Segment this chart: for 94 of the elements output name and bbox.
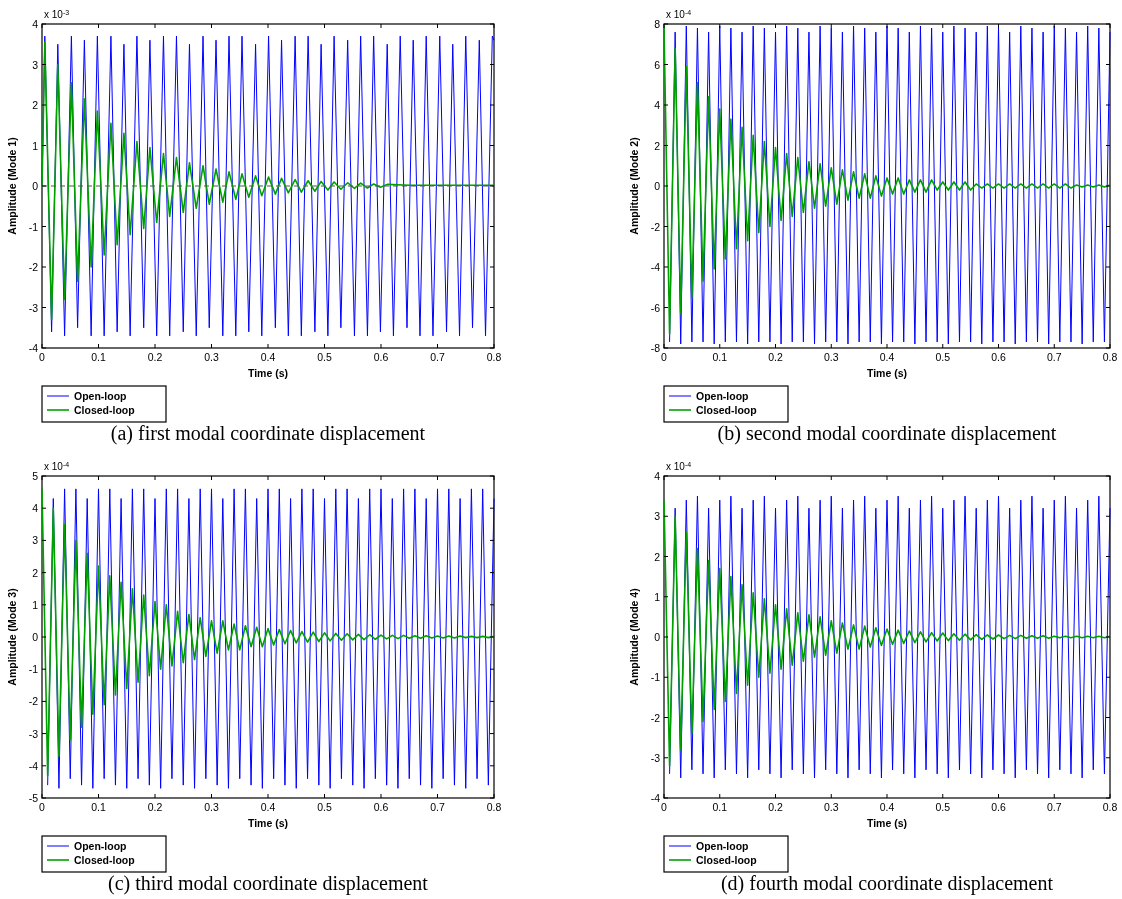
legend-label: Open-loop — [696, 390, 749, 402]
x-tick-label: 0.7 — [430, 801, 445, 813]
x-tick-label: 0.2 — [768, 801, 783, 813]
x-axis-title: Time (s) — [247, 367, 289, 379]
x-tick-label: 0.3 — [204, 801, 219, 813]
x-tick-label: 0.4 — [879, 801, 895, 813]
y-tick-label: 2 — [654, 139, 661, 152]
x-tick-label: 0.7 — [1046, 801, 1062, 813]
text: x 10$^{-4}$ — [666, 460, 692, 472]
x-tick-label: 0.5 — [317, 801, 332, 813]
y-tick-label: -1 — [28, 663, 39, 676]
y-tick-label: 2 — [654, 550, 661, 563]
y-tick-label: -4 — [650, 261, 661, 273]
x-axis-title: Time (s) — [866, 367, 908, 379]
legend-label: Closed-loop — [74, 854, 135, 866]
legend-label: Closed-loop — [696, 854, 757, 866]
y-tick-label: -4 — [28, 342, 39, 354]
legend-label: Closed-loop — [696, 404, 757, 416]
x-tick-label: 0.2 — [147, 801, 163, 813]
y-tick-label: 4 — [32, 502, 39, 515]
x-tick-label: 0.1 — [712, 801, 728, 813]
text: x 10$^{-4}$ — [44, 460, 70, 472]
y-tick-label: 2 — [32, 566, 39, 579]
x-axis-title: Time (s) — [866, 817, 908, 829]
y-tick-label: 2 — [32, 99, 39, 111]
y-tick-label: 0 — [32, 631, 39, 643]
x-tick-label: 0.6 — [373, 801, 389, 813]
x-axis-title: Time (s) — [247, 817, 289, 829]
legend-label: Open-loop — [696, 840, 749, 852]
y-tick-label: -8 — [650, 342, 661, 354]
x-tick-label: 0.6 — [373, 351, 389, 363]
x-tick-label: 0.4 — [260, 801, 276, 813]
y-tick-label: 3 — [654, 510, 661, 523]
y-tick-label: -1 — [650, 671, 661, 684]
y-tick-label: -2 — [28, 261, 39, 273]
y-axis-title: Amplitude (Mode 4) — [628, 588, 640, 686]
x-tick-label: 0.7 — [430, 351, 445, 363]
y-tick-label: 1 — [32, 598, 39, 611]
y-tick-label: -4 — [28, 759, 39, 772]
text: x 10$^{-3}$ — [44, 8, 70, 20]
x-tick-label: 0.3 — [823, 801, 839, 813]
x-tick-label: 0.8 — [1102, 801, 1118, 813]
x-tick-label: 0.3 — [204, 351, 219, 363]
y-tick-label: -6 — [650, 301, 661, 314]
x-tick-label: 0.4 — [879, 351, 895, 363]
x-tick-label: 0.8 — [1102, 351, 1118, 363]
y-tick-label: -2 — [650, 220, 661, 233]
legend-label: Open-loop — [74, 390, 127, 402]
x-tick-label: 0.5 — [935, 351, 951, 363]
legend-label: Open-loop — [74, 840, 127, 852]
text: (d) fourth modal coordinate displacement — [720, 872, 1054, 895]
text: x 10$^{-4}$ — [666, 8, 692, 20]
x-tick-label: 0.5 — [935, 801, 951, 813]
y-axis-title: Amplitude (Mode 3) — [6, 588, 18, 686]
y-tick-label: 0 — [654, 631, 661, 643]
y-tick-label: 4 — [32, 18, 39, 30]
y-tick-label: 1 — [654, 590, 661, 603]
x-tick-label: 0.2 — [768, 351, 783, 363]
legend-label: Closed-loop — [74, 404, 135, 416]
x-tick-label: 0.3 — [823, 351, 839, 363]
x-tick-label: 0.6 — [991, 801, 1006, 813]
x-tick-label: 0.2 — [147, 351, 163, 363]
y-tick-label: 3 — [32, 58, 39, 71]
x-tick-label: 0.5 — [317, 351, 332, 363]
y-tick-label: 8 — [654, 18, 661, 30]
y-tick-label: -2 — [650, 711, 661, 724]
y-tick-label: -3 — [28, 301, 39, 314]
y-tick-label: 5 — [32, 470, 39, 482]
y-tick-label: -3 — [28, 727, 39, 740]
y-tick-label: 6 — [654, 58, 661, 71]
y-tick-label: 0 — [32, 180, 39, 192]
y-tick-label: -3 — [650, 751, 661, 764]
y-tick-label: -4 — [650, 792, 661, 804]
x-tick-label: 0.1 — [712, 351, 728, 363]
x-tick-label: 0.1 — [91, 351, 106, 363]
y-axis-title: Amplitude (Mode 2) — [628, 137, 640, 235]
y-axis-title: Amplitude (Mode 1) — [6, 137, 18, 235]
y-tick-label: -2 — [28, 695, 39, 708]
y-tick-label: 0 — [654, 180, 661, 192]
y-tick-label: 4 — [654, 470, 661, 482]
y-tick-label: -1 — [28, 220, 39, 233]
text: (c) third modal coordinate displacement — [108, 872, 429, 895]
y-tick-label: 4 — [654, 99, 661, 111]
x-tick-label: 0.6 — [991, 351, 1006, 363]
text: (b) second modal coordinate displacement — [717, 422, 1057, 445]
x-tick-label: 0.4 — [260, 351, 276, 363]
x-tick-label: 0.8 — [486, 351, 502, 363]
x-tick-label: 0.1 — [91, 801, 106, 813]
y-tick-label: 3 — [32, 534, 39, 547]
y-tick-label: -5 — [28, 792, 39, 804]
text: (a) first modal coordinate displacement — [110, 422, 426, 445]
x-tick-label: 0.7 — [1046, 351, 1062, 363]
x-tick-label: 0.8 — [486, 801, 502, 813]
y-tick-label: 1 — [32, 139, 39, 152]
